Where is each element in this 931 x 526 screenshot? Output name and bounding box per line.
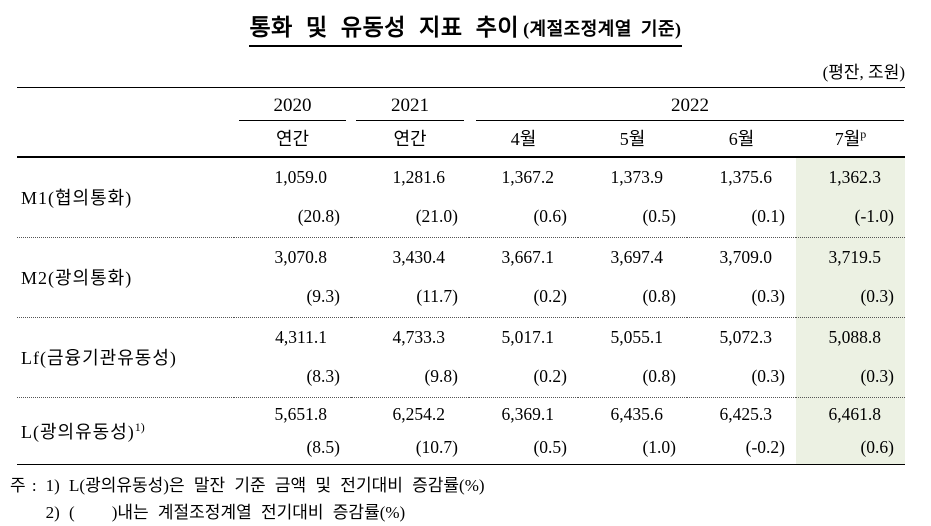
row-label-l: L(광의유동성)1) — [17, 397, 234, 465]
table-cell: 6,369.1 (0.5) — [469, 397, 578, 465]
table-cell: 3,070.8 (9.3) — [234, 237, 351, 318]
table-cell: 6,435.6 (1.0) — [578, 397, 687, 465]
row-label-superscript: 1) — [134, 419, 145, 434]
col-2020-annual: 연간 — [234, 120, 351, 158]
table-cell: 6,254.2 (10.7) — [351, 397, 469, 465]
empty-corner-cell — [17, 88, 234, 121]
empty-corner-cell — [17, 120, 234, 158]
row-label-m2: M2(광의통화) — [17, 237, 234, 318]
table-cell: 1,367.2 (0.6) — [469, 156, 578, 238]
footnote-1: 1) L(광의유동성)은 말잔 기준 금액 및 전기대비 증감률(%) — [45, 475, 485, 495]
table-cell-highlighted: 3,719.5 (0.3) — [796, 237, 905, 318]
title-main: 통화 및 유동성 지표 추이 — [249, 15, 520, 40]
col-june: 6월 — [687, 120, 796, 158]
table-cell: 3,430.4 (11.7) — [351, 237, 469, 318]
table-cell: 1,375.6 (0.1) — [687, 156, 796, 238]
table-cell: 5,017.1 (0.2) — [469, 317, 578, 398]
title-underline: 통화 및 유동성 지표 추이 (계절조정계열 기준) — [249, 8, 682, 47]
table-cell: 3,709.0 (0.3) — [687, 237, 796, 318]
row-label-lf: Lf(금융기관유동성) — [17, 317, 234, 398]
footnote-prefix: 주 : — [10, 475, 37, 495]
table-cell: 6,425.3 (-0.2) — [687, 397, 796, 465]
row-label-m1: M1(협의통화) — [17, 156, 234, 238]
table-cell: 5,055.1 (0.8) — [578, 317, 687, 398]
table-cell: 1,373.9 (0.5) — [578, 156, 687, 238]
table-cell: 3,697.4 (0.8) — [578, 237, 687, 318]
col-july-provisional: 7월p — [796, 120, 905, 158]
col-year-2020: 2020 — [234, 88, 351, 121]
table-cell-highlighted: 6,461.8 (0.6) — [796, 397, 905, 465]
table-row-lf: Lf(금융기관유동성) 4,311.1 (8.3) 4,733.3 (9.8) 5,… — [17, 317, 905, 398]
footnote-block: 주 : 1) L(광의유동성)은 말잔 기준 금액 및 전기대비 증감률(%) … — [10, 472, 931, 526]
unit-note: (평잔, 조원) — [822, 63, 905, 82]
col-year-2021: 2021 — [351, 88, 469, 121]
page-title: 통화 및 유동성 지표 추이 (계절조정계열 기준) — [0, 0, 931, 47]
table-row-m1: M1(협의통화) 1,059.0 (20.8) 1,281.6 (21.0) 1,3… — [17, 156, 905, 238]
table-row-m2: M2(광의통화) 3,070.8 (9.3) 3,430.4 (11.7) 3,66… — [17, 237, 905, 318]
col-april: 4월 — [469, 120, 578, 158]
year-header-row: 2020 2021 2022 — [17, 88, 905, 121]
table-cell: 5,651.8 (8.5) — [234, 397, 351, 465]
col-2021-annual: 연간 — [351, 120, 469, 158]
table-cell: 1,281.6 (21.0) — [351, 156, 469, 238]
table-cell: 5,072.3 (0.3) — [687, 317, 796, 398]
period-header-row: 연간 연간 4월 5월 6월 7월p — [17, 120, 905, 158]
table-cell: 4,733.3 (9.8) — [351, 317, 469, 398]
table-cell: 3,667.1 (0.2) — [469, 237, 578, 318]
table-cell: 1,059.0 (20.8) — [234, 156, 351, 238]
table-cell: 4,311.1 (8.3) — [234, 317, 351, 398]
col-year-2022: 2022 — [469, 88, 905, 121]
footnotes: 주 : 1) L(광의유동성)은 말잔 기준 금액 및 전기대비 증감률(%) … — [10, 472, 931, 526]
table-cell-highlighted: 1,362.3 (-1.0) — [796, 156, 905, 238]
table-cell-highlighted: 5,088.8 (0.3) — [796, 317, 905, 398]
col-may: 5월 — [578, 120, 687, 158]
footnote-2: 2) ( )내는 계절조정계열 전기대비 증감률(%) — [45, 502, 406, 522]
indicator-table: 2020 2021 2022 연간 연간 4월 5월 6월 7월p M1(협의통… — [17, 87, 905, 465]
provisional-superscript: p — [860, 127, 867, 141]
title-sub: (계절조정계열 기준) — [523, 19, 682, 39]
table-row-l: L(광의유동성)1) 5,651.8 (8.5) 6,254.2 (10.7) 6,… — [17, 397, 905, 465]
